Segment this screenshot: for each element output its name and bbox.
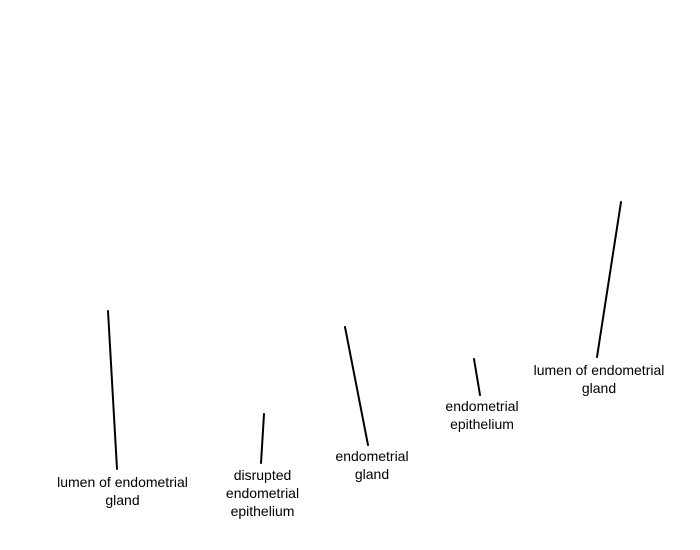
leader-line-endometrial-gland bbox=[344, 326, 369, 446]
label-lumen-of-endometrial-gland-left: lumen of endometrial gland bbox=[57, 474, 188, 508]
label-endometrial-gland: endometrial gland bbox=[335, 448, 409, 482]
leader-line-endometrial-epithelium bbox=[473, 358, 481, 396]
label-disrupted-endometrial-epithelium: disrupted endometrial epithelium bbox=[225, 467, 300, 519]
leader-line-lumen-right bbox=[596, 201, 622, 358]
label-endometrial-epithelium: endometrial epithelium bbox=[445, 398, 519, 432]
leader-line-lumen-left bbox=[107, 310, 118, 470]
label-lumen-of-endometrial-gland-right: lumen of endometrial gland bbox=[533, 362, 665, 396]
leader-line-disrupted-epithelium bbox=[260, 413, 265, 464]
